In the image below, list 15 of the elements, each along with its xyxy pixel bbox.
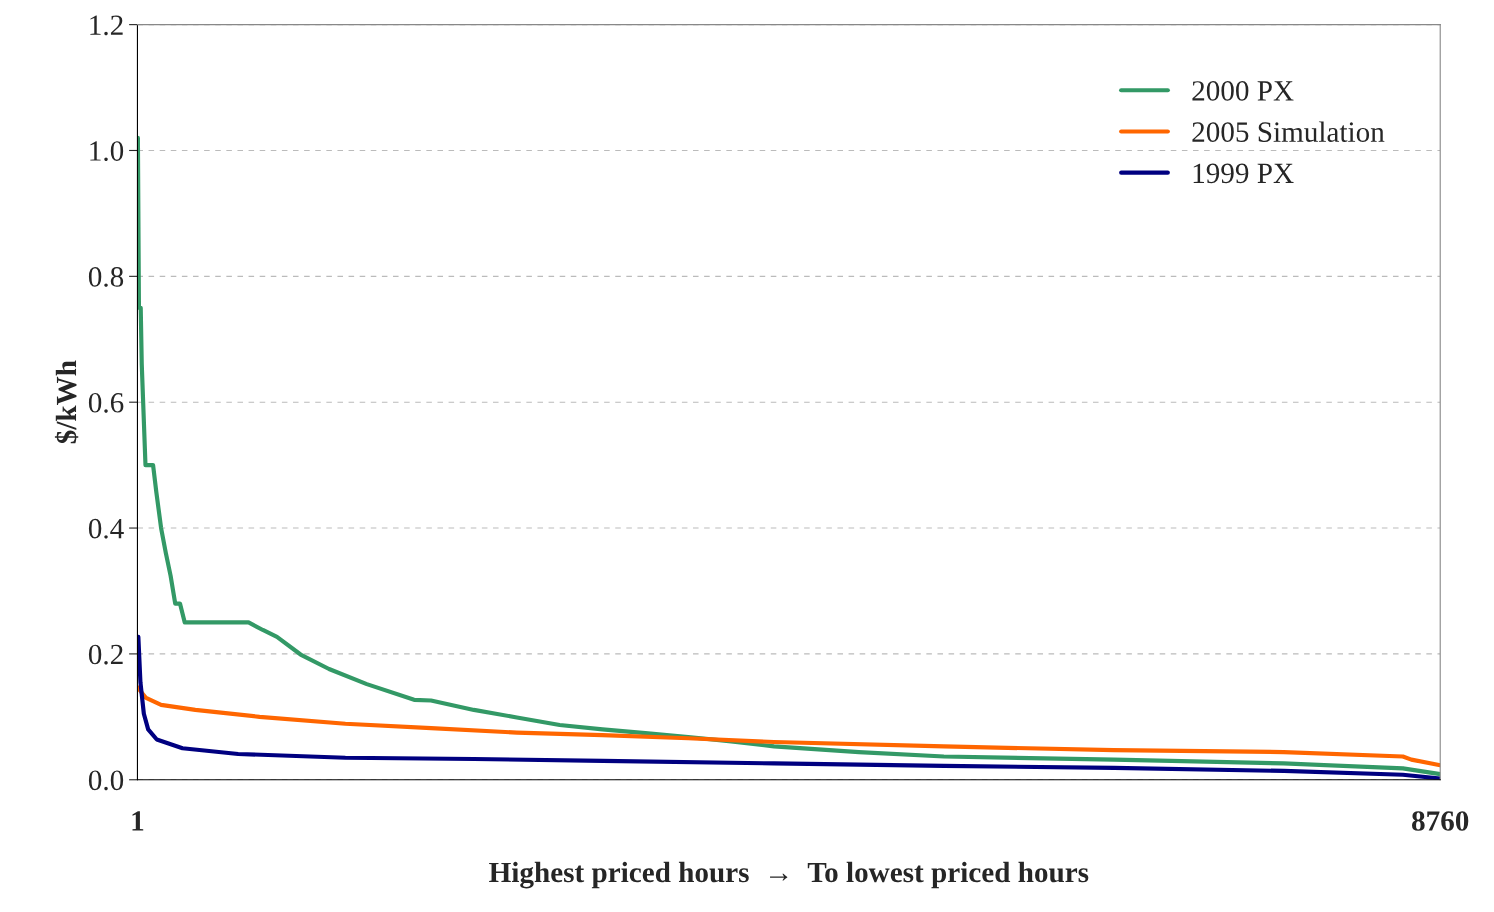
x-tick-label: 1 [132, 811, 144, 831]
x-axis-title: Highest priced hours → To lowest priced hours [489, 861, 1089, 889]
y-tick-label: 0.2 [88, 644, 123, 665]
y-tick-label: 0.6 [88, 392, 124, 413]
line-series [137, 685, 1441, 768]
legend-label: 2005 Simulation [1192, 121, 1385, 142]
x-tick-label: 8760 [1412, 811, 1469, 831]
legend-label: 2000 PX [1192, 81, 1294, 101]
y-tick-label: 1.2 [90, 15, 123, 36]
legend-label: 1999 PX [1193, 163, 1294, 184]
y-tick-label: 0.4 [88, 518, 124, 539]
y-tick-label: 1.0 [90, 141, 124, 162]
y-tick-label: 0.8 [88, 267, 124, 287]
y-axis-title: $/kWh [54, 360, 79, 444]
y-tick-label: 0.0 [88, 770, 124, 791]
